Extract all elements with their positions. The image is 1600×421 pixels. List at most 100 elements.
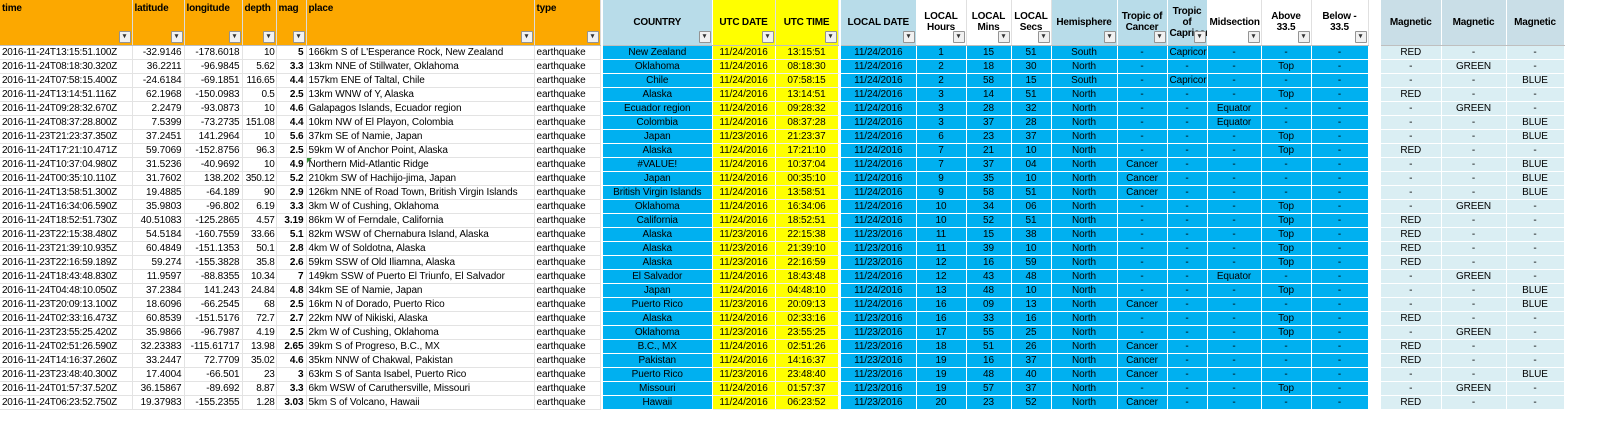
filter-dropdown-icon[interactable] — [228, 30, 241, 43]
cell-utc_time[interactable]: 13:58:51 — [775, 185, 839, 200]
cell-tropic_capricorn[interactable]: - — [1167, 101, 1208, 116]
cell-time[interactable]: 2016-11-24T09:28:32.670Z — [0, 101, 133, 116]
cell-local_mins[interactable]: 57 — [966, 381, 1012, 396]
cell-midsection[interactable]: - — [1207, 311, 1262, 326]
cell-place[interactable]: Galapagos Islands, Ecuador region — [306, 101, 535, 116]
cell-tropic_cancer[interactable]: - — [1117, 101, 1168, 116]
cell-hemisphere[interactable]: North — [1051, 255, 1118, 270]
cell-place[interactable]: 22km NW of Nikiski, Alaska — [306, 311, 535, 326]
cell-magnetic_2[interactable]: - — [1441, 87, 1507, 102]
cell-mag[interactable]: 3.19 — [276, 213, 307, 228]
cell-tropic_capricorn[interactable]: - — [1167, 283, 1208, 298]
cell-local_date[interactable]: 11/24/2016 — [841, 45, 917, 60]
cell-country[interactable]: Puerto Rico — [603, 367, 713, 382]
cell-local_hours[interactable]: 2 — [916, 59, 967, 74]
cell-longitude[interactable]: -96.802 — [184, 199, 243, 214]
cell-utc_date[interactable]: 11/24/2016 — [712, 171, 776, 186]
cell-magnetic_1[interactable]: - — [1381, 367, 1442, 382]
cell-magnetic_1[interactable]: RED — [1381, 213, 1442, 228]
cell-local_secs[interactable]: 37 — [1011, 381, 1052, 396]
cell-place[interactable]: 86km W of Ferndale, California — [306, 213, 535, 228]
cell-tropic_cancer[interactable]: - — [1117, 381, 1168, 396]
cell-local_hours[interactable]: 11 — [916, 227, 967, 242]
cell-midsection[interactable]: - — [1207, 129, 1262, 144]
cell-depth[interactable]: 116.65 — [242, 73, 277, 88]
cell-mag[interactable]: 5.6 — [276, 129, 307, 144]
cell-utc_date[interactable]: 11/24/2016 — [712, 185, 776, 200]
cell-utc_date[interactable]: 11/24/2016 — [712, 395, 776, 410]
filter-dropdown-icon[interactable] — [698, 30, 711, 43]
cell-mag[interactable]: 2.5 — [276, 297, 307, 312]
cell-below_335[interactable]: - — [1311, 381, 1369, 396]
cell-below_335[interactable]: - — [1311, 213, 1369, 228]
cell-country[interactable]: #VALUE! — [603, 157, 713, 172]
cell-local_secs[interactable]: 52 — [1011, 395, 1052, 410]
cell-midsection[interactable]: - — [1207, 143, 1262, 158]
cell-mag[interactable]: 5.2 — [276, 171, 307, 186]
cell-country[interactable]: Oklahoma — [603, 59, 713, 74]
cell-depth[interactable]: 10 — [242, 101, 277, 116]
cell-utc_time[interactable]: 16:34:06 — [775, 199, 839, 214]
cell-place[interactable]: 166km S of L'Esperance Rock, New Zealand — [306, 45, 535, 60]
cell-below_335[interactable]: - — [1311, 73, 1369, 88]
cell-tropic_cancer[interactable]: - — [1117, 283, 1168, 298]
cell-country[interactable]: Ecuador region — [603, 101, 713, 116]
cell-magnetic_2[interactable]: - — [1441, 241, 1507, 256]
cell-tropic_capricorn[interactable]: - — [1167, 255, 1208, 270]
cell-depth[interactable]: 90 — [242, 185, 277, 200]
cell-hemisphere[interactable]: North — [1051, 157, 1118, 172]
cell-longitude[interactable]: -64.189 — [184, 185, 243, 200]
cell-latitude[interactable]: 36.2211 — [132, 59, 185, 74]
cell-local_secs[interactable]: 25 — [1011, 325, 1052, 340]
cell-local_mins[interactable]: 15 — [966, 227, 1012, 242]
cell-hemisphere[interactable]: North — [1051, 59, 1118, 74]
cell-depth[interactable]: 4.57 — [242, 213, 277, 228]
cell-depth[interactable]: 68 — [242, 297, 277, 312]
cell-utc_date[interactable]: 11/24/2016 — [712, 353, 776, 368]
cell-magnetic_2[interactable]: GREEN — [1441, 59, 1507, 74]
cell-depth[interactable]: 35.8 — [242, 255, 277, 270]
cell-mag[interactable]: 3.3 — [276, 381, 307, 396]
cell-time[interactable]: 2016-11-24T02:33:16.473Z — [0, 311, 133, 326]
cell-magnetic_2[interactable]: - — [1441, 115, 1507, 130]
cell-utc_time[interactable]: 08:18:30 — [775, 59, 839, 74]
column-header-local_date[interactable]: LOCAL DATE — [841, 0, 917, 46]
cell-utc_date[interactable]: 11/23/2016 — [712, 227, 776, 242]
column-header-midsection[interactable]: Midsection — [1207, 0, 1262, 46]
cell-depth[interactable]: 72.7 — [242, 311, 277, 326]
cell-longitude[interactable]: -66.2545 — [184, 297, 243, 312]
cell-below_335[interactable]: - — [1311, 101, 1369, 116]
cell-type[interactable]: earthquake — [534, 227, 601, 242]
cell-local_mins[interactable]: 14 — [966, 87, 1012, 102]
cell-place[interactable]: Northern Mid-Atlantic Ridge — [306, 157, 535, 172]
cell-tropic_cancer[interactable]: - — [1117, 115, 1168, 130]
cell-local_mins[interactable]: 43 — [966, 269, 1012, 284]
filter-dropdown-icon[interactable] — [118, 30, 131, 43]
cell-hemisphere[interactable]: North — [1051, 115, 1118, 130]
cell-longitude[interactable]: -160.7559 — [184, 227, 243, 242]
cell-latitude[interactable]: 60.8539 — [132, 311, 185, 326]
cell-tropic_capricorn[interactable]: - — [1167, 185, 1208, 200]
cell-depth[interactable]: 4.19 — [242, 325, 277, 340]
cell-hemisphere[interactable]: North — [1051, 325, 1118, 340]
cell-tropic_cancer[interactable]: Cancer — [1117, 157, 1168, 172]
cell-magnetic_1[interactable]: RED — [1381, 143, 1442, 158]
cell-below_335[interactable]: - — [1311, 255, 1369, 270]
cell-country[interactable]: Alaska — [603, 87, 713, 102]
cell-place[interactable]: 59km SSW of Old Iliamna, Alaska — [306, 255, 535, 270]
cell-magnetic_3[interactable]: - — [1506, 213, 1565, 228]
cell-magnetic_1[interactable]: - — [1381, 381, 1442, 396]
cell-utc_time[interactable]: 21:39:10 — [775, 241, 839, 256]
cell-local_date[interactable]: 11/24/2016 — [841, 143, 917, 158]
cell-magnetic_2[interactable]: - — [1441, 157, 1507, 172]
cell-below_335[interactable]: - — [1311, 59, 1369, 74]
cell-utc_time[interactable]: 02:51:26 — [775, 339, 839, 354]
cell-local_hours[interactable]: 12 — [916, 269, 967, 284]
cell-magnetic_3[interactable]: - — [1506, 143, 1565, 158]
cell-magnetic_1[interactable]: - — [1381, 325, 1442, 340]
cell-local_hours[interactable]: 9 — [916, 171, 967, 186]
cell-magnetic_3[interactable]: - — [1506, 241, 1565, 256]
cell-magnetic_2[interactable]: - — [1441, 73, 1507, 88]
column-header-utc_date[interactable]: UTC DATE — [712, 0, 776, 46]
cell-local_hours[interactable]: 19 — [916, 381, 967, 396]
